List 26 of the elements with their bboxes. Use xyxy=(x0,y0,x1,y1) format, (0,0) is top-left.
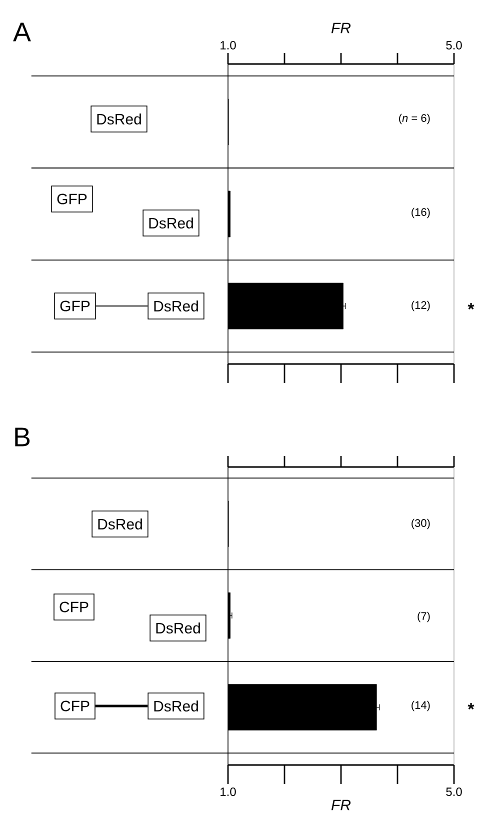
x-tick-label: 1.0 xyxy=(220,788,236,796)
text: DsRed xyxy=(97,113,141,125)
text: DsRed xyxy=(149,217,193,229)
x-tick-label: 1.0 xyxy=(220,40,236,50)
x-axis-title: FR xyxy=(331,22,351,34)
annotation: (16) xyxy=(412,208,430,218)
annotation: (n = 6) xyxy=(399,114,430,124)
text: * xyxy=(468,303,474,310)
text: CFP xyxy=(60,602,88,612)
annotation: (7) xyxy=(418,612,430,622)
text: DsRed xyxy=(154,300,198,312)
x-axis-title: FR xyxy=(331,800,351,810)
text: GFP xyxy=(57,194,87,204)
annotation: (30) xyxy=(412,518,430,530)
text: * xyxy=(468,703,474,710)
text: CFP xyxy=(60,700,90,712)
x-tick-label: 5.0 xyxy=(446,788,462,796)
text: DsRed xyxy=(98,518,142,530)
x-tick-label: 5.0 xyxy=(446,40,462,50)
annotation: (12) xyxy=(412,300,430,312)
text: DsRed xyxy=(156,622,200,634)
text: DsRed xyxy=(154,700,198,712)
text: B xyxy=(15,428,30,446)
text: A xyxy=(13,22,31,42)
text: GFP xyxy=(60,300,90,312)
annotation: (14) xyxy=(412,700,430,712)
